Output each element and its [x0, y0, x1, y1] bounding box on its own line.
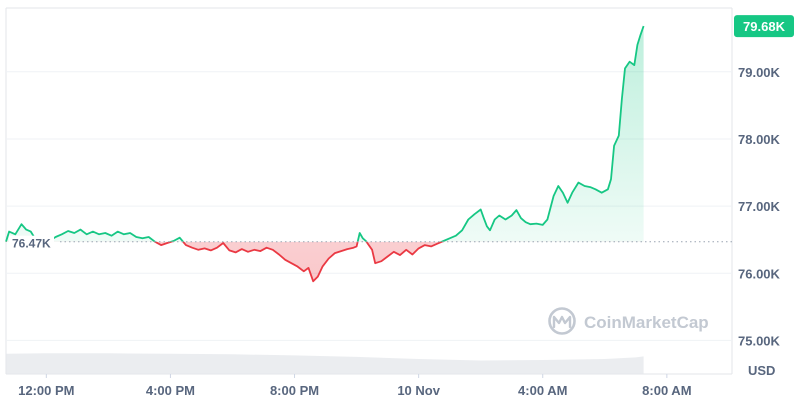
current-price-badge: 79.68K: [734, 15, 794, 38]
x-tick-label: 4:00 AM: [518, 383, 567, 398]
y-tick-label: 79.00K: [738, 65, 781, 80]
price-fill-areas: [6, 26, 644, 282]
x-axis: 12:00 PM 4:00 PM 8:00 PM 10 Nov 4:00 AM 8:00 …: [18, 374, 692, 398]
y-tick-label: 77.00K: [738, 199, 781, 214]
price-line: [5, 25, 645, 283]
y-tick-label: 76.00K: [738, 266, 781, 281]
price-area-above-reference: [6, 26, 644, 242]
price-line-above-reference: [5, 25, 645, 242]
x-tick-label: 4:00 PM: [146, 383, 195, 398]
reference-price-label: 76.47K: [12, 237, 51, 251]
coinmarketcap-logo-icon: [548, 307, 576, 335]
x-tick-label: 8:00 PM: [270, 383, 319, 398]
reference-price-label-bg: [9, 235, 55, 252]
price-line-below-reference: [6, 241, 445, 283]
current-price-badge-bg: [734, 15, 794, 38]
x-tick-label: 8:00 AM: [642, 383, 691, 398]
price-area-below-reference: [37, 241, 442, 282]
x-tick-label: 10 Nov: [397, 383, 440, 398]
coinmarketcap-watermark: CoinMarketCap: [548, 307, 709, 335]
y-axis: 75.00K 76.00K 77.00K 78.00K 79.00K: [738, 65, 781, 349]
currency-unit-label: USD: [748, 363, 775, 378]
y-tick-label: 78.00K: [738, 132, 781, 147]
watermark-text: CoinMarketCap: [584, 313, 709, 332]
y-tick-label: 75.00K: [738, 333, 781, 348]
volume-area: [6, 353, 644, 374]
x-tick-label: 12:00 PM: [18, 383, 74, 398]
volume-area-shape: [6, 353, 644, 374]
coinmarketcap-logo-mark: [552, 315, 572, 329]
current-price-badge-text: 79.68K: [743, 19, 786, 34]
